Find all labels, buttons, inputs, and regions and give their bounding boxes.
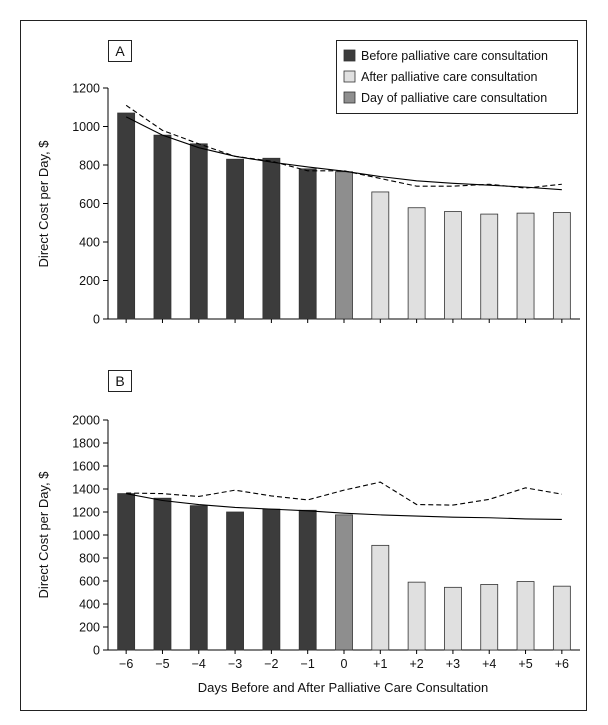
trend-line-solid xyxy=(126,493,562,521)
bar xyxy=(516,581,535,651)
panel-a-y-axis-label: Direct Cost per Day, $ xyxy=(36,140,51,268)
panel-a-plot-area: 0 200 400 600 800 1000 1200 xyxy=(72,82,580,327)
legend-swatch-after xyxy=(343,70,356,83)
x-tick-label: +4 xyxy=(482,657,496,671)
x-tick-label: +5 xyxy=(518,657,532,671)
x-tick-label: −5 xyxy=(155,657,169,671)
y-tick-label: 400 xyxy=(79,236,100,250)
x-tick-label: +2 xyxy=(409,657,423,671)
x-tick-label: +1 xyxy=(373,657,387,671)
bar xyxy=(480,213,499,320)
x-tick-label: −2 xyxy=(264,657,278,671)
y-tick-label: 1600 xyxy=(72,460,100,474)
bar xyxy=(298,509,317,651)
panel-a: A Direct Cost per Day, $ 0 200 400 600 800 10… xyxy=(36,40,580,327)
bar xyxy=(189,505,208,651)
y-tick-label: 1200 xyxy=(72,506,100,520)
bar xyxy=(335,171,353,320)
bar xyxy=(262,157,281,320)
y-tick-label: 400 xyxy=(79,598,100,612)
bar xyxy=(335,514,353,651)
x-tick-label: −6 xyxy=(119,657,133,671)
x-tick-label: −1 xyxy=(301,657,315,671)
legend-label-after: After palliative care consultation xyxy=(361,70,538,84)
bar xyxy=(117,493,136,651)
x-tick-label: 0 xyxy=(341,657,348,671)
panel-b: B Direct Cost per Day, $ 0 200 400 600 800 10… xyxy=(36,370,580,695)
bar xyxy=(371,544,390,651)
trend-line-dashed xyxy=(126,481,562,506)
bar xyxy=(444,586,462,651)
panel-a-legend: Before palliative care consultation Afte… xyxy=(336,40,578,114)
y-tick-label: 1000 xyxy=(72,120,100,134)
panel-b-label: B xyxy=(115,373,124,389)
bar xyxy=(226,158,244,320)
x-tick-label: −4 xyxy=(192,657,206,671)
panel-b-y-axis-label: Direct Cost per Day, $ xyxy=(36,471,51,599)
y-tick-label: 0 xyxy=(93,644,100,658)
bar xyxy=(444,211,462,320)
bar xyxy=(153,497,172,651)
y-tick-label: 800 xyxy=(79,159,100,173)
panel-a-label-box xyxy=(108,40,132,62)
y-tick-label: 200 xyxy=(79,621,100,635)
panel-b-plot-area: 0 200 400 600 800 1000 1200 1400 1600 1800 2000 −6 −… xyxy=(72,414,580,671)
x-tick-label: −3 xyxy=(228,657,242,671)
panel-a-label: A xyxy=(115,43,125,59)
legend-swatch-day-of xyxy=(343,91,356,104)
trend-line-solid xyxy=(125,116,562,191)
y-tick-label: 1800 xyxy=(72,437,100,451)
y-tick-label: 0 xyxy=(93,313,100,327)
panel-b-label-box xyxy=(108,370,132,392)
bar xyxy=(516,212,535,320)
y-tick-label: 1000 xyxy=(72,529,100,543)
bar xyxy=(371,191,390,320)
y-tick-label: 600 xyxy=(79,575,100,589)
bar xyxy=(189,143,208,320)
legend-label-before: Before palliative care consultation xyxy=(361,49,548,63)
x-tick-label: +3 xyxy=(446,657,460,671)
bar xyxy=(226,511,244,651)
legend-box xyxy=(336,40,578,114)
bar xyxy=(262,508,281,651)
y-tick-label: 600 xyxy=(79,197,100,211)
bar xyxy=(480,584,499,651)
bar xyxy=(298,168,317,320)
bar xyxy=(117,112,136,320)
bar xyxy=(407,581,426,651)
y-tick-label: 1400 xyxy=(72,483,100,497)
bar xyxy=(153,134,172,320)
y-tick-label: 2000 xyxy=(72,414,100,428)
legend-label-day-of: Day of palliative care consultation xyxy=(361,91,547,105)
y-tick-label: 800 xyxy=(79,552,100,566)
x-axis-label: Days Before and After Palliative Care Co… xyxy=(198,680,489,695)
y-tick-label: 200 xyxy=(79,274,100,288)
trend-line-dashed xyxy=(125,104,562,189)
bar xyxy=(552,212,571,320)
x-tick-label: +6 xyxy=(555,657,569,671)
legend-swatch-before xyxy=(343,49,356,62)
bar xyxy=(552,585,571,651)
bar xyxy=(407,207,426,320)
y-tick-label: 1200 xyxy=(72,82,100,96)
